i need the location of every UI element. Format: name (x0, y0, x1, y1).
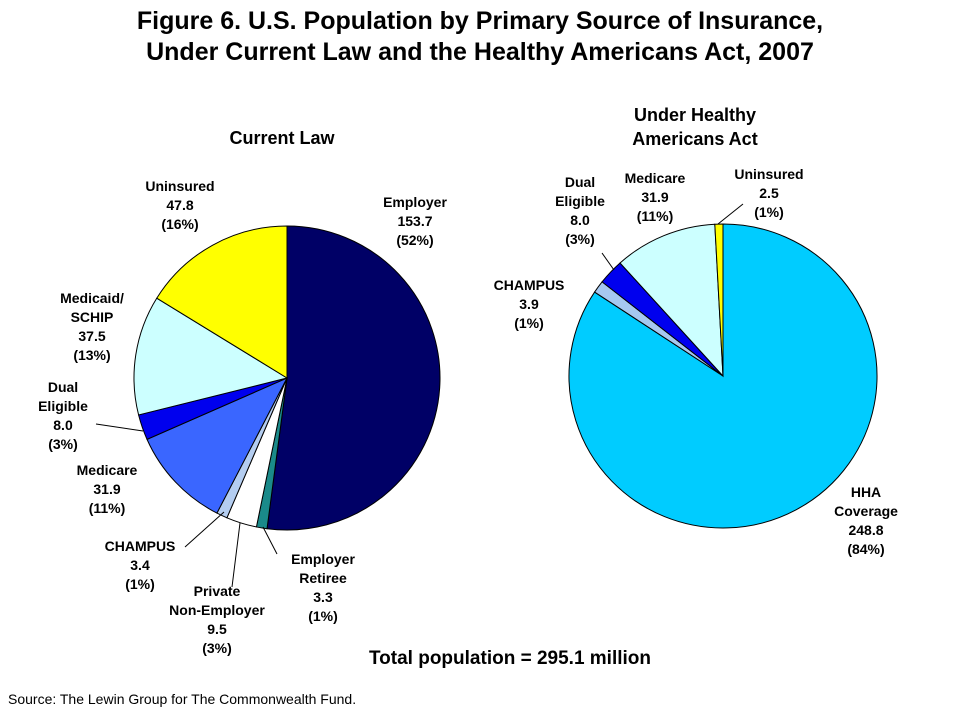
leader-line-private-non-employer (231, 522, 241, 588)
pie-current-law: Employer 153.7 (52%) Employer Retiree 3.3 (1%)… (38, 178, 447, 656)
label-uninsured: Uninsured 2.5 (1%) (734, 166, 803, 220)
label-medicare: Medicare 31.9 (11%) (77, 462, 138, 516)
slice-medicare (619, 223, 724, 378)
leader-line-employer-retiree (262, 526, 278, 555)
label-employer-retiree: Employer Retiree 3.3 (1%) (291, 551, 355, 624)
label-private-non-employer: Private Non-Employer 9.5 (3%) (169, 583, 265, 656)
current-law-title: Current Law (229, 128, 335, 148)
leader-line-uninsured (717, 203, 744, 225)
leader-line-champus (184, 511, 225, 548)
pie-hha: HHA Coverage 248.8 (84%) CHAMPUS 3.9 (1%) Dual E… (494, 166, 899, 557)
label-champus: CHAMPUS 3.9 (1%) (494, 277, 565, 331)
leader-line-dual-eligible (95, 423, 144, 432)
slice-uninsured (714, 223, 724, 377)
hha-title: Under Healthy Americans Act (632, 105, 758, 149)
slice-employer (266, 225, 441, 531)
label-champus: CHAMPUS 3.4 (1%) (105, 538, 176, 592)
chart-title: Figure 6. U.S. Population by Primary Sou… (0, 6, 960, 68)
label-dual-eligible: Dual Eligible 8.0 (3%) (38, 379, 88, 452)
label-employer: Employer 153.7 (52%) (383, 194, 447, 248)
slice-medicaid-schip (133, 297, 289, 416)
label-dual-eligible: Dual Eligible 8.0 (3%) (555, 174, 605, 247)
title-line-1: Figure 6. U.S. Population by Primary Sou… (136, 7, 824, 35)
label-hha-coverage: HHA Coverage 248.8 (84%) (834, 484, 898, 557)
slice-medicare (146, 376, 289, 514)
label-medicaid-schip: Medicaid/SCHIP 37.5 (13%) (60, 290, 124, 363)
label-uninsured: Uninsured 47.8 (16%) (145, 178, 214, 232)
slice-uninsured (156, 225, 288, 379)
leader-line-dual-eligible (601, 252, 615, 271)
total-population: Total population = 295.1 million (368, 648, 652, 669)
source-note: Source: The Lewin Group for The Commonwe… (8, 691, 357, 707)
title-line-2: Under Current Law and the Healthy Americ… (146, 38, 814, 66)
label-medicare: Medicare 31.9 (11%) (625, 170, 686, 224)
